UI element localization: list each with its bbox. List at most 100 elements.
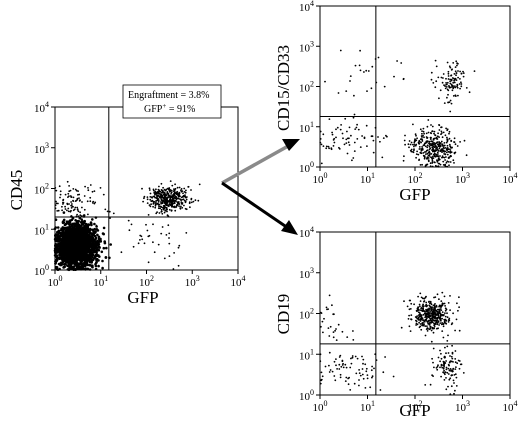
x-tick-label: 100 (48, 274, 63, 289)
event-dot (443, 355, 446, 358)
event-dot (441, 311, 444, 313)
event-dot (353, 141, 356, 144)
engraftment-annotation: Engraftment = 3.8% GFP+ = 91% (122, 84, 222, 119)
event-dot (424, 305, 427, 307)
event-dot (420, 317, 423, 319)
event-dot (452, 361, 454, 363)
event-dot (429, 162, 432, 165)
event-dot (184, 200, 187, 203)
event-dot (178, 186, 181, 189)
event-dot (99, 240, 102, 243)
event-dot (409, 330, 412, 332)
event-dot (64, 263, 67, 266)
event-dot (67, 210, 70, 213)
event-dot (408, 308, 411, 311)
event-dot (449, 110, 452, 113)
event-dot (450, 140, 453, 143)
event-dot (393, 75, 395, 78)
event-dot (444, 134, 447, 137)
event-dot (436, 141, 439, 144)
event-dot (86, 223, 90, 226)
event-dot (58, 246, 61, 249)
event-dot (83, 261, 87, 264)
event-dot (158, 185, 160, 188)
event-dot (429, 305, 431, 307)
event-dot (403, 139, 406, 142)
event-dot (452, 368, 455, 370)
event-dot (426, 330, 429, 332)
event-dot (175, 196, 178, 198)
event-dot (453, 152, 456, 155)
event-dot (63, 265, 66, 269)
event-dot (102, 246, 106, 250)
event-dot (442, 325, 445, 328)
event-dot (442, 77, 444, 79)
event-dot (181, 195, 184, 198)
event-dot (442, 73, 445, 75)
y-tick-label: 104 (299, 0, 314, 14)
event-dot (439, 349, 441, 352)
event-dot (449, 149, 452, 151)
event-dot (441, 330, 444, 332)
event-dot (448, 132, 450, 135)
event-dot (362, 362, 364, 365)
event-dot (146, 229, 149, 232)
event-dot (152, 223, 154, 226)
event-dot (402, 78, 405, 81)
event-dot (64, 256, 68, 259)
event-dot (424, 334, 427, 337)
event-dot (346, 152, 349, 155)
event-dot (155, 201, 157, 204)
event-dot (435, 65, 438, 68)
event-dot (442, 164, 445, 166)
y-tick-label: 100 (299, 388, 314, 403)
event-dot (100, 250, 104, 254)
event-dot (448, 130, 451, 133)
event-dot (438, 298, 440, 301)
event-dot (420, 296, 423, 299)
event-dot (428, 300, 430, 303)
event-dot (175, 205, 178, 208)
event-dot (425, 301, 428, 304)
event-dot (76, 262, 80, 266)
event-dot (450, 385, 453, 388)
event-dot (157, 243, 160, 246)
event-dot (57, 202, 59, 205)
event-dot (78, 243, 82, 246)
event-dot (428, 312, 430, 315)
event-dot (440, 323, 443, 326)
event-dot (426, 327, 429, 329)
event-dot (434, 316, 437, 319)
event-dot (441, 156, 443, 159)
event-dot (71, 245, 75, 249)
event-dot (185, 189, 187, 192)
event-dot (440, 357, 443, 360)
event-dot (104, 255, 108, 259)
event-dot (197, 199, 200, 202)
cd19-population-3 (320, 294, 354, 341)
event-dot (67, 196, 69, 199)
event-dot (154, 196, 157, 199)
event-dot (171, 184, 174, 187)
event-dot (58, 185, 61, 188)
event-dot (96, 233, 99, 237)
event-dot (447, 334, 449, 337)
event-dot (350, 357, 352, 360)
event-dot (149, 196, 152, 198)
cd15cd33-y-axis-title: CD15/CD33 (274, 45, 293, 131)
event-dot (58, 236, 61, 240)
event-dot (190, 189, 192, 191)
event-dot (149, 205, 152, 208)
event-dot (455, 74, 457, 77)
event-dot (426, 310, 429, 312)
event-dot (427, 131, 430, 134)
event-dot (419, 164, 422, 166)
event-dot (169, 180, 172, 183)
event-dot (351, 355, 354, 357)
event-dot (151, 196, 154, 199)
event-dot (434, 308, 437, 310)
event-dot (449, 78, 452, 81)
event-dot (328, 147, 330, 150)
event-dot (419, 323, 422, 325)
event-dot (139, 239, 141, 241)
